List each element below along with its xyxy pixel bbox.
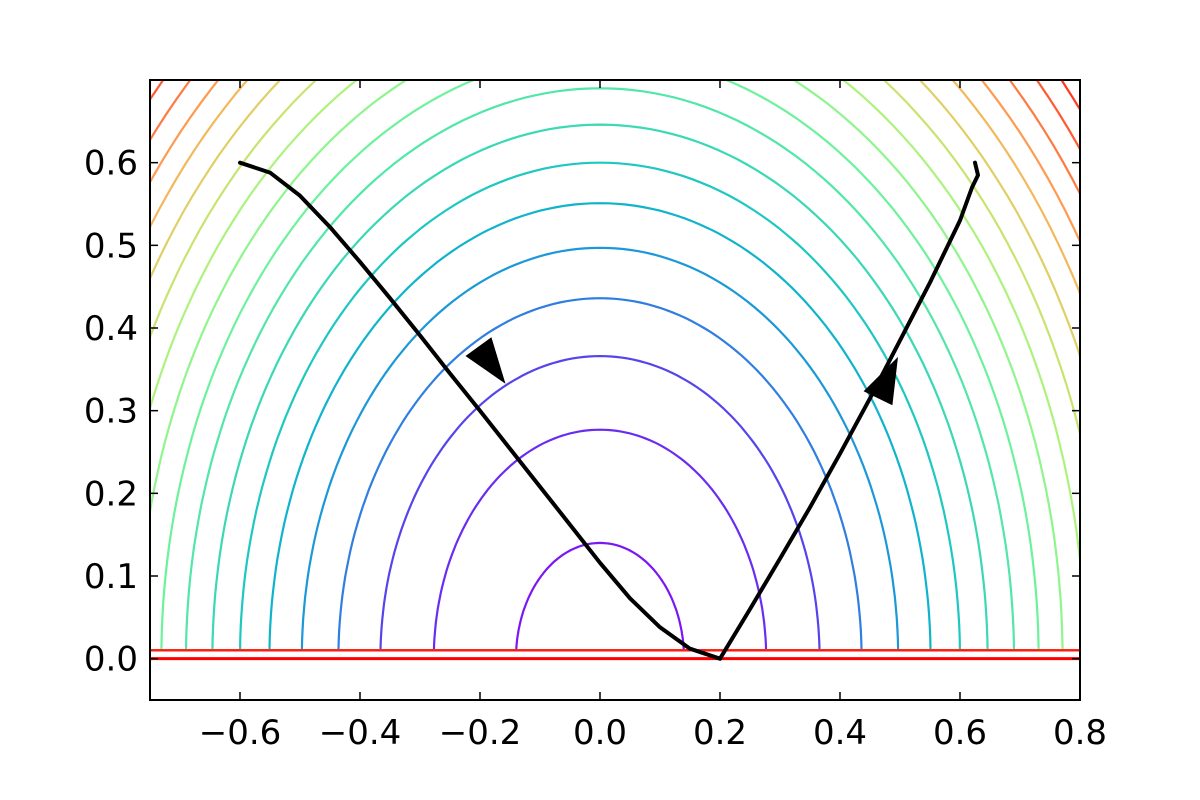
contour-level-13 [150, 80, 1080, 652]
contour-level-9 [184, 87, 1016, 652]
contour-level-12 [150, 80, 1080, 652]
x-tick-label: 0.6 [933, 713, 987, 753]
y-tick-label: 0.1 [84, 557, 138, 597]
y-tick-label: 0.3 [84, 392, 138, 432]
contour-level-7 [238, 161, 962, 652]
contour-level-6 [268, 202, 932, 652]
arrow-head-1 [465, 337, 506, 384]
x-tick-label: 0.0 [573, 713, 627, 753]
y-tick-label: 0.4 [84, 309, 138, 349]
contour-level-8 [211, 123, 989, 652]
contour-lines [150, 80, 1080, 661]
contour-level-17 [150, 80, 1080, 652]
y-tick-label: 0.6 [84, 144, 138, 184]
x-tick-label: −0.2 [439, 713, 522, 753]
y-tick-label: 0.5 [84, 226, 138, 266]
x-tick-label: −0.6 [199, 713, 282, 753]
trajectory-lines [238, 160, 980, 661]
y-tick-label: 0.0 [84, 640, 138, 680]
contour-level-16 [150, 80, 1080, 652]
trajectory-segment-1 [238, 160, 722, 661]
x-tick-label: 0.2 [693, 713, 747, 753]
contour-level-1 [515, 541, 685, 652]
direction-arrows [465, 337, 898, 406]
contour-level-15 [150, 80, 1080, 652]
contour-level-11 [150, 80, 1064, 652]
contour-level-2 [432, 428, 768, 652]
x-tick-label: −0.4 [319, 713, 402, 753]
contour-level-4 [337, 297, 863, 652]
trajectory-segment-2 [718, 160, 980, 661]
x-axis-ticks: −0.6 −0.4 −0.2 0.0 0.2 0.4 0.6 0.8 [199, 80, 1107, 753]
plot-frame [149, 79, 1081, 701]
arrow-head-2 [863, 356, 898, 406]
contour-level-10 [160, 80, 1040, 652]
contour-level-3 [379, 354, 821, 652]
x-tick-label: 0.4 [813, 713, 867, 753]
x-tick-label: 0.8 [1053, 713, 1107, 753]
contour-level-5 [300, 246, 900, 652]
y-axis-ticks: 0.0 0.1 0.2 0.3 0.4 0.5 0.6 [84, 144, 1080, 680]
contour-level-14 [150, 80, 1080, 652]
y-tick-label: 0.2 [84, 474, 138, 514]
